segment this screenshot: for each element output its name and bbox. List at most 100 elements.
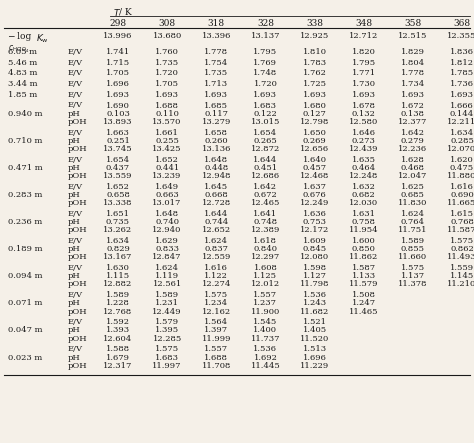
Text: 0.127: 0.127 (302, 110, 327, 118)
Text: 11.999: 11.999 (201, 335, 231, 343)
Text: 12.847: 12.847 (153, 253, 182, 261)
Text: 1.634: 1.634 (450, 128, 474, 136)
Text: 12.248: 12.248 (349, 172, 378, 180)
Text: 1.690: 1.690 (106, 101, 130, 109)
Text: pOH: pOH (68, 172, 88, 180)
Text: 0.840: 0.840 (254, 245, 277, 253)
Text: pH: pH (68, 245, 81, 253)
Text: 1.661: 1.661 (155, 128, 179, 136)
Text: 1.395: 1.395 (155, 326, 179, 334)
Text: 11.465: 11.465 (349, 307, 378, 315)
Text: 0.735: 0.735 (106, 218, 130, 226)
Text: 1.693: 1.693 (204, 91, 228, 99)
Text: 1.400: 1.400 (254, 326, 277, 334)
Text: 12.580: 12.580 (349, 118, 378, 126)
Text: 1.795: 1.795 (254, 48, 277, 56)
Text: pH: pH (68, 354, 81, 361)
Text: 1.795: 1.795 (352, 59, 376, 67)
Text: 0.682: 0.682 (352, 191, 375, 199)
Text: 1.652: 1.652 (155, 155, 179, 164)
Text: 1.234: 1.234 (204, 299, 228, 307)
Text: 1.624: 1.624 (204, 237, 228, 245)
Text: 11.229: 11.229 (300, 362, 329, 370)
Text: 12.604: 12.604 (103, 335, 133, 343)
Text: 12.249: 12.249 (300, 199, 329, 207)
Text: 0.672: 0.672 (254, 191, 277, 199)
Text: E/V: E/V (68, 101, 83, 109)
Text: pH: pH (68, 164, 81, 172)
Text: 12.940: 12.940 (153, 226, 182, 234)
Text: 1.783: 1.783 (302, 59, 327, 67)
Text: 1.680: 1.680 (302, 101, 327, 109)
Text: 1.778: 1.778 (401, 70, 425, 78)
Text: 1.545: 1.545 (253, 319, 278, 326)
Text: 12.768: 12.768 (103, 307, 133, 315)
Text: 1.769: 1.769 (254, 59, 277, 67)
Text: 11.520: 11.520 (300, 335, 329, 343)
Text: 13.396: 13.396 (201, 32, 231, 40)
Text: 1.735: 1.735 (155, 59, 179, 67)
Text: 12.355: 12.355 (447, 32, 474, 40)
Text: 0.457: 0.457 (302, 164, 327, 172)
Text: 318: 318 (208, 19, 225, 28)
Text: 1.730: 1.730 (352, 80, 376, 88)
Text: 1.693: 1.693 (106, 91, 130, 99)
Text: 1.405: 1.405 (302, 326, 327, 334)
Text: 1.247: 1.247 (352, 299, 376, 307)
Text: 358: 358 (404, 19, 421, 28)
Text: 0.710 m: 0.710 m (8, 137, 42, 145)
Text: 338: 338 (306, 19, 323, 28)
Text: 1.592: 1.592 (106, 319, 130, 326)
Text: 1.648: 1.648 (155, 210, 179, 218)
Text: 0.285: 0.285 (450, 137, 474, 145)
Text: E/V: E/V (68, 155, 83, 164)
Text: 0.764: 0.764 (401, 218, 425, 226)
Text: E/V: E/V (68, 291, 83, 299)
Text: 11.378: 11.378 (398, 280, 428, 288)
Text: 1.644: 1.644 (204, 210, 228, 218)
Text: pH: pH (68, 326, 81, 334)
Text: 1.618: 1.618 (254, 237, 277, 245)
Text: 0.269: 0.269 (303, 137, 327, 145)
Text: 12.162: 12.162 (202, 307, 231, 315)
Text: 1.393: 1.393 (106, 326, 130, 334)
Text: 12.925: 12.925 (300, 32, 329, 40)
Text: 328: 328 (257, 19, 274, 28)
Text: 1.646: 1.646 (352, 128, 376, 136)
Text: 1.820: 1.820 (352, 48, 376, 56)
Text: 11.751: 11.751 (398, 226, 428, 234)
Text: 0.690: 0.690 (450, 191, 474, 199)
Text: 1.631: 1.631 (352, 210, 376, 218)
Text: 0.023 m: 0.023 m (8, 354, 42, 361)
Text: 0.437: 0.437 (106, 164, 130, 172)
Text: E/V: E/V (68, 319, 83, 326)
Text: 11.579: 11.579 (349, 280, 378, 288)
Text: 1.628: 1.628 (401, 155, 425, 164)
Text: 1.829: 1.829 (401, 48, 425, 56)
Text: 0.117: 0.117 (204, 110, 228, 118)
Text: 1.589: 1.589 (106, 291, 130, 299)
Text: 0.144: 0.144 (450, 110, 474, 118)
Text: 0.265: 0.265 (254, 137, 277, 145)
Text: 1.666: 1.666 (450, 101, 474, 109)
Text: E/V: E/V (68, 210, 83, 218)
Text: 1.632: 1.632 (352, 183, 376, 191)
Text: 1.693: 1.693 (254, 91, 277, 99)
Text: 12.559: 12.559 (201, 253, 231, 261)
Text: 1.600: 1.600 (352, 237, 375, 245)
Text: 0.279: 0.279 (401, 137, 425, 145)
Text: 12.728: 12.728 (201, 199, 231, 207)
Text: 6.05 m: 6.05 m (8, 48, 37, 56)
Text: 12.561: 12.561 (153, 280, 182, 288)
Text: 0.441: 0.441 (155, 164, 179, 172)
Text: 11.880: 11.880 (447, 172, 474, 180)
Text: pOH: pOH (68, 199, 88, 207)
Text: pH: pH (68, 218, 81, 226)
Text: 12.882: 12.882 (103, 280, 133, 288)
Text: 13.136: 13.136 (201, 145, 231, 153)
Text: 1.608: 1.608 (254, 264, 277, 272)
Text: 1.137: 1.137 (401, 272, 425, 280)
Text: 1.513: 1.513 (302, 346, 327, 354)
Text: 1.734: 1.734 (401, 80, 425, 88)
Text: 1.720: 1.720 (155, 70, 179, 78)
